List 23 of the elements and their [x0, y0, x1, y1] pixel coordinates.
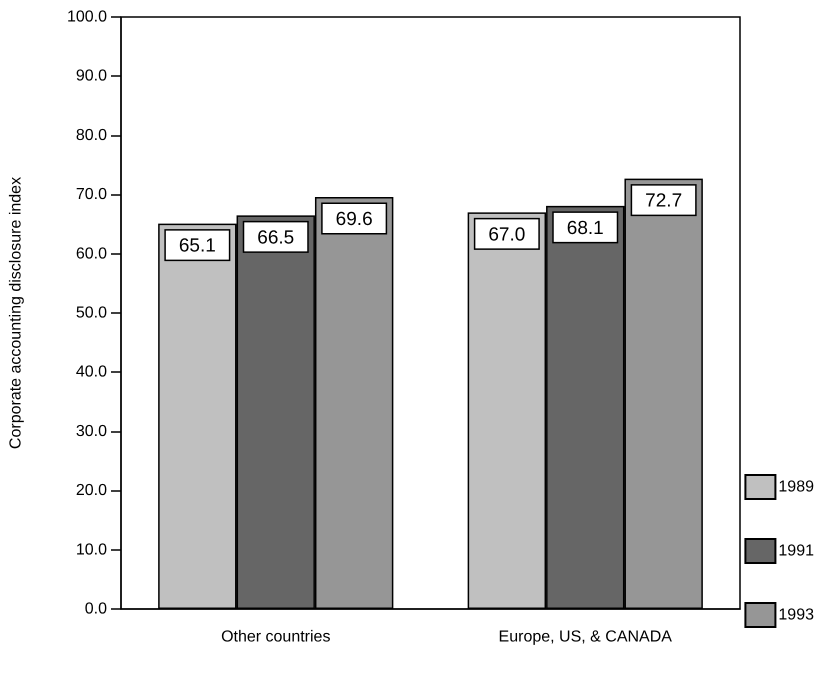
y-tick-label: 0.0: [84, 600, 108, 618]
y-tick-label: 10.0: [76, 541, 108, 558]
data-label: 69.6: [336, 208, 373, 230]
x-tick-label: Other countries: [221, 628, 330, 646]
data-label: 72.7: [645, 190, 682, 212]
y-tick-label: 70.0: [76, 186, 108, 204]
y-tick-label: 20.0: [76, 482, 108, 500]
y-tick-label: 50.0: [76, 304, 108, 322]
y-tick-label: 90.0: [76, 68, 108, 85]
legend-label: 1991: [778, 542, 814, 560]
legend-label: 1993: [778, 606, 814, 624]
data-label: 67.0: [488, 224, 526, 246]
y-tick-label: 60.0: [76, 245, 108, 262]
data-label: 65.1: [178, 236, 216, 257]
x-tick-label: Europe, US, & CANADA: [498, 628, 672, 646]
y-axis-title: Corporate accounting disclosure index: [8, 176, 24, 450]
y-tick-label: 40.0: [76, 364, 108, 381]
y-tick-label: 100.0: [66, 8, 108, 26]
data-label: 68.1: [566, 218, 604, 239]
legend-label: 1989: [778, 478, 814, 496]
data-label: 66.5: [257, 227, 294, 248]
y-tick-label: 80.0: [76, 126, 108, 144]
y-tick-label: 30.0: [76, 422, 108, 440]
